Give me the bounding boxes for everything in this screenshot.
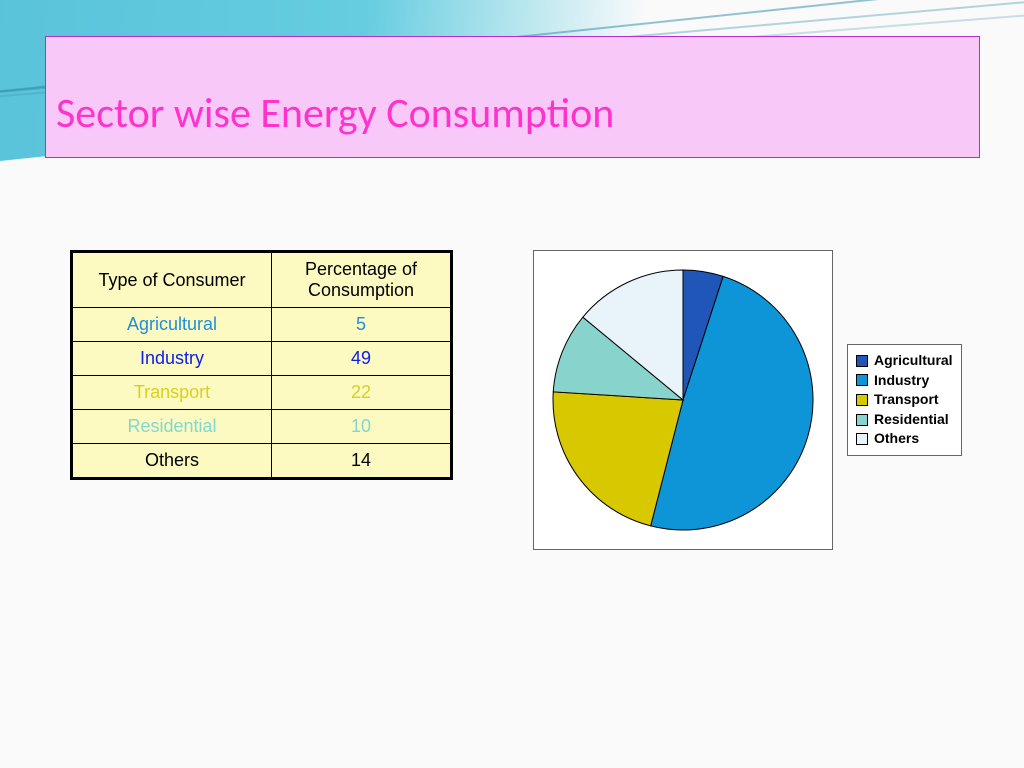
page-title: Sector wise Energy Consumption — [56, 88, 614, 139]
table-cell-value: 5 — [272, 308, 452, 342]
legend-item: Transport — [856, 390, 953, 410]
table-cell-label: Residential — [72, 410, 272, 444]
table-row: Transport22 — [72, 376, 452, 410]
table-header-cell: Type of Consumer — [72, 252, 272, 308]
chart-area: AgriculturalIndustryTransportResidential… — [533, 250, 962, 550]
data-table: Type of Consumer Percentage of Consumpti… — [70, 250, 453, 480]
table-body: Agricultural5Industry49Transport22Reside… — [72, 308, 452, 479]
legend-swatch — [856, 433, 868, 445]
legend-label: Transport — [874, 390, 939, 410]
table-cell-label: Industry — [72, 342, 272, 376]
legend-swatch — [856, 355, 868, 367]
table-row: Residential10 — [72, 410, 452, 444]
legend-swatch — [856, 394, 868, 406]
title-box: Sector wise Energy Consumption — [45, 36, 980, 158]
table-cell-label: Others — [72, 444, 272, 479]
legend-item: Agricultural — [856, 351, 953, 371]
legend-label: Others — [874, 429, 919, 449]
table-cell-value: 10 — [272, 410, 452, 444]
table-row: Others14 — [72, 444, 452, 479]
table-header-cell: Percentage of Consumption — [272, 252, 452, 308]
legend-item: Residential — [856, 410, 953, 430]
table-row: Industry49 — [72, 342, 452, 376]
legend-label: Agricultural — [874, 351, 953, 371]
legend-label: Industry — [874, 371, 929, 391]
pie-chart-box — [533, 250, 833, 550]
legend-item: Others — [856, 429, 953, 449]
table-cell-value: 14 — [272, 444, 452, 479]
table-header-row: Type of Consumer Percentage of Consumpti… — [72, 252, 452, 308]
pie-chart — [543, 260, 823, 540]
legend: AgriculturalIndustryTransportResidential… — [847, 344, 962, 456]
table-cell-label: Agricultural — [72, 308, 272, 342]
legend-swatch — [856, 414, 868, 426]
content-area: Type of Consumer Percentage of Consumpti… — [70, 250, 962, 550]
legend-swatch — [856, 374, 868, 386]
table-cell-label: Transport — [72, 376, 272, 410]
table-cell-value: 49 — [272, 342, 452, 376]
legend-label: Residential — [874, 410, 949, 430]
legend-item: Industry — [856, 371, 953, 391]
table-row: Agricultural5 — [72, 308, 452, 342]
table-cell-value: 22 — [272, 376, 452, 410]
